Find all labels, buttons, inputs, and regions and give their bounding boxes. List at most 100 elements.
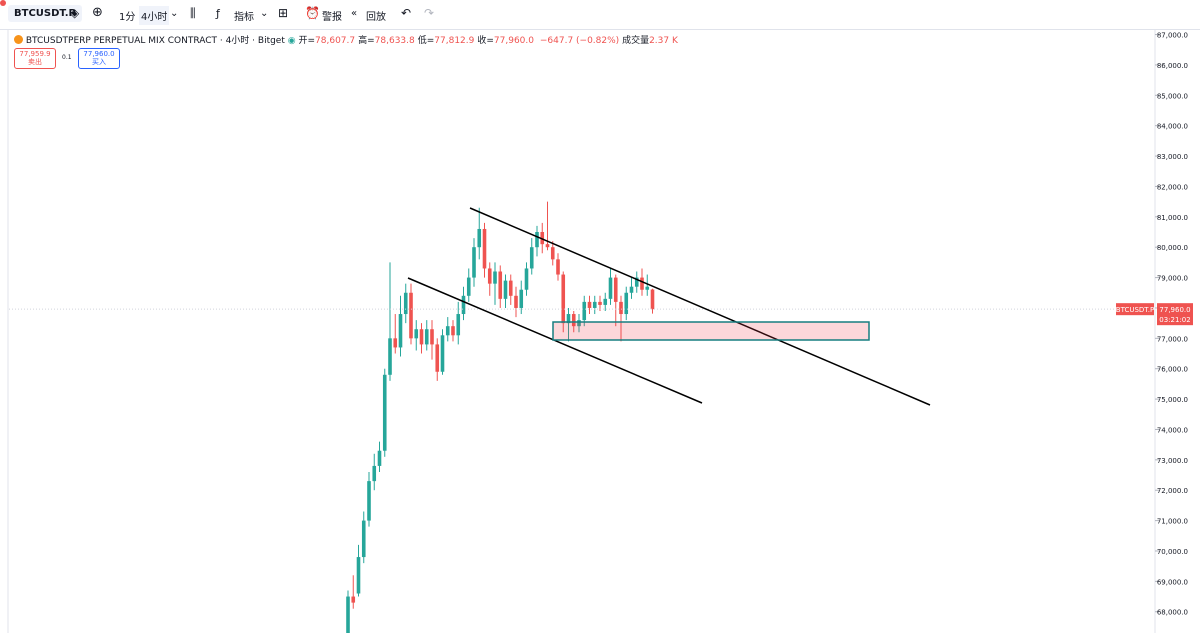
ohlc-value: 78,607.7 <box>315 36 356 46</box>
candle-body <box>582 301 587 321</box>
buy-button[interactable]: 77,960.0 买入 <box>78 48 120 69</box>
y-tick-label: 69,000.0 <box>1157 578 1188 586</box>
buy-price: 77,960.0 <box>83 50 115 58</box>
zone-rectangle[interactable] <box>552 321 870 341</box>
alert-icon[interactable]: ⏰ <box>305 6 320 20</box>
redo-button[interactable]: ↷ <box>424 6 435 20</box>
undo-button[interactable]: ↶ <box>401 6 412 20</box>
candle-body <box>498 271 503 299</box>
candle-body <box>414 329 419 339</box>
candle-body <box>361 520 366 558</box>
alert-button[interactable]: 警报 <box>322 12 342 23</box>
candle-body <box>524 268 529 290</box>
toolbar: BTCUSDT.P ◈ ⊕ 1分 4小时 ⌄ ⫼ ƒ 指标 ⌄ ⊞ ⏰ 警报 «… <box>0 0 1200 30</box>
replay-icon[interactable]: « <box>351 8 358 19</box>
y-tick-label: 76,000.0 <box>1157 366 1188 374</box>
candle-body <box>367 481 371 521</box>
candle-body <box>487 268 492 284</box>
candle-body <box>503 280 508 299</box>
indicator-icon[interactable]: ƒ <box>216 7 220 20</box>
quantity: 0.1 <box>62 54 72 61</box>
y-tick-label: 85,000.0 <box>1157 92 1188 100</box>
legend: BTCUSDTPERP PERPETUAL MIX CONTRACT · 4小时… <box>14 33 678 46</box>
candle-body <box>445 326 450 336</box>
ohlc-value: 77,960.0 <box>493 36 534 46</box>
price-tag-text: 77,960.0 <box>1159 306 1190 314</box>
icon[interactable]: ◈ <box>70 6 80 20</box>
trend-line[interactable] <box>469 207 931 406</box>
candle-body <box>634 277 639 287</box>
candle-body <box>561 274 566 324</box>
candle-body <box>424 329 429 345</box>
candle-body <box>650 289 655 310</box>
y-tick-label: 68,000.0 <box>1157 609 1188 617</box>
sell-button[interactable]: 77,959.9 卖出 <box>14 48 56 69</box>
chart-type-button[interactable]: ⫼ <box>190 6 196 20</box>
ohlc-label: 低= <box>417 36 435 46</box>
candle-body <box>613 277 618 302</box>
dropdown[interactable]: ⌄ <box>260 8 269 19</box>
candle-body <box>571 314 576 327</box>
candle-body <box>566 314 571 324</box>
interval-button[interactable]: 4小时 <box>139 6 170 25</box>
layout-button[interactable]: ⊞ <box>278 6 289 20</box>
price-tag <box>1157 303 1193 326</box>
sell-price: 77,959.9 <box>19 50 51 58</box>
volume: 2.37 K <box>649 36 678 46</box>
badge <box>0 0 6 6</box>
candle-body <box>493 271 497 284</box>
candle-body <box>398 314 403 348</box>
symbol-tag <box>1116 303 1154 316</box>
candle-body <box>598 301 602 305</box>
candle-body <box>372 465 377 482</box>
y-tick-label: 87,000.0 <box>1157 32 1188 40</box>
candle-body <box>603 298 608 305</box>
indicators-button[interactable]: 指标 <box>234 12 254 23</box>
y-tick-label: 77,000.0 <box>1157 335 1188 343</box>
coin-icon <box>14 35 23 44</box>
candle-body <box>629 286 634 293</box>
candle-body <box>624 292 629 315</box>
candle-body <box>529 247 534 269</box>
ohlc-label: 开= <box>298 36 316 46</box>
candle-body <box>640 277 644 290</box>
candle-body <box>451 326 455 336</box>
y-tick-label: 82,000.0 <box>1157 183 1188 191</box>
candle-body <box>466 277 471 296</box>
replay-button[interactable]: 回放 <box>366 12 386 23</box>
symbol-tag-text: BTCUSDT.P <box>1116 306 1154 314</box>
candle-body <box>461 295 466 315</box>
candle-body <box>577 320 581 327</box>
candle-body <box>419 329 424 345</box>
candle-body <box>377 450 382 466</box>
candle-body <box>351 596 356 603</box>
candle-body <box>346 596 350 633</box>
candle-body <box>508 280 513 296</box>
candle-body <box>535 232 539 248</box>
dropdown[interactable]: ⌄ <box>170 8 179 19</box>
y-tick-label: 74,000.0 <box>1157 426 1188 434</box>
ohlc-label: 高= <box>358 36 375 46</box>
sell-label: 卖出 <box>28 58 42 66</box>
y-tick-label: 79,000.0 <box>1157 275 1188 283</box>
candle-body <box>545 244 550 248</box>
y-tick-label: 71,000.0 <box>1157 518 1188 526</box>
y-tick-label: 75,000.0 <box>1157 396 1188 404</box>
symbol-button[interactable]: BTCUSDT.P <box>8 5 82 22</box>
candle-body <box>550 247 555 260</box>
y-tick-label: 81,000.0 <box>1157 214 1188 222</box>
candle-body <box>519 289 524 308</box>
y-tick-label: 86,000.0 <box>1157 62 1188 70</box>
interval-button[interactable]: 1分 <box>119 12 136 23</box>
candle-body <box>619 301 623 315</box>
add-button[interactable]: ⊕ <box>92 5 103 20</box>
countdown: 03:21:02 <box>1159 316 1190 324</box>
eye-icon[interactable]: ◉ <box>287 36 296 46</box>
ohlc-label: 收= <box>477 36 494 46</box>
y-tick-label: 72,000.0 <box>1157 487 1188 495</box>
candle-body <box>435 344 440 372</box>
chart: 87,000.0 86,000.0 85,000.0 84,000.0 83,000.0… <box>7 30 1193 633</box>
candle-body <box>477 228 482 248</box>
ohlc: 开=78,607.7 高=78,633.8 低=77,812.9 收=77,960.0 <box>298 36 537 46</box>
